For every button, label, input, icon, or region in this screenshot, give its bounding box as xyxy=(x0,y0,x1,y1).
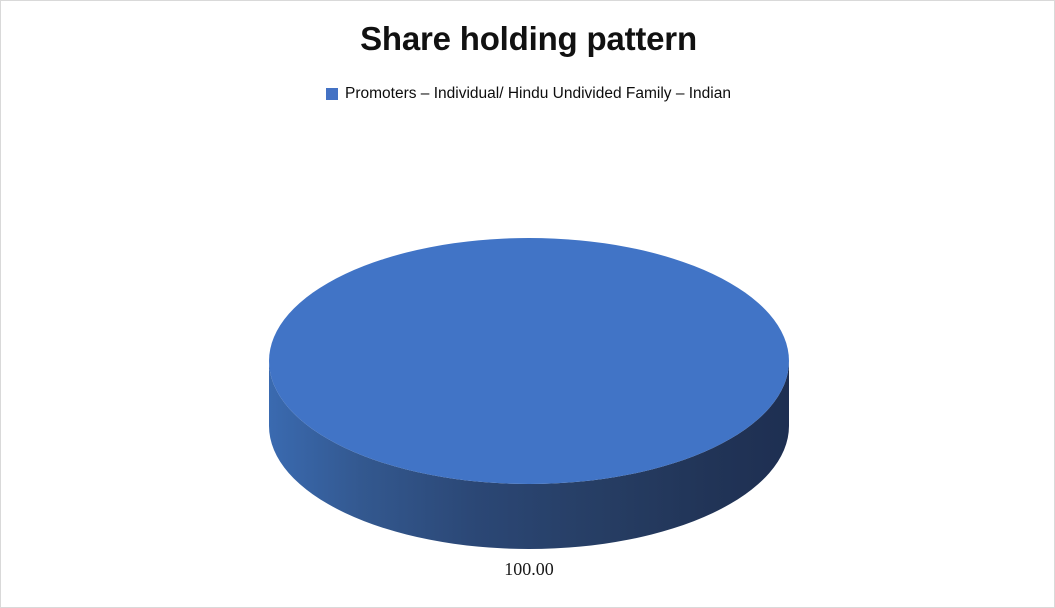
legend-item-promoters[interactable]: Promoters – Individual/ Hindu Undivided … xyxy=(326,85,731,103)
pie-slice-side-wall xyxy=(269,361,789,549)
legend-item-label: Promoters – Individual/ Hindu Undivided … xyxy=(345,85,731,102)
chart-legend: Promoters – Individual/ Hindu Undivided … xyxy=(1,85,1054,103)
pie-data-label: 100.00 xyxy=(504,559,554,579)
legend-swatch-icon xyxy=(326,88,338,100)
pie-slice-top-face[interactable] xyxy=(269,238,789,484)
chart-title: Share holding pattern xyxy=(360,20,697,57)
